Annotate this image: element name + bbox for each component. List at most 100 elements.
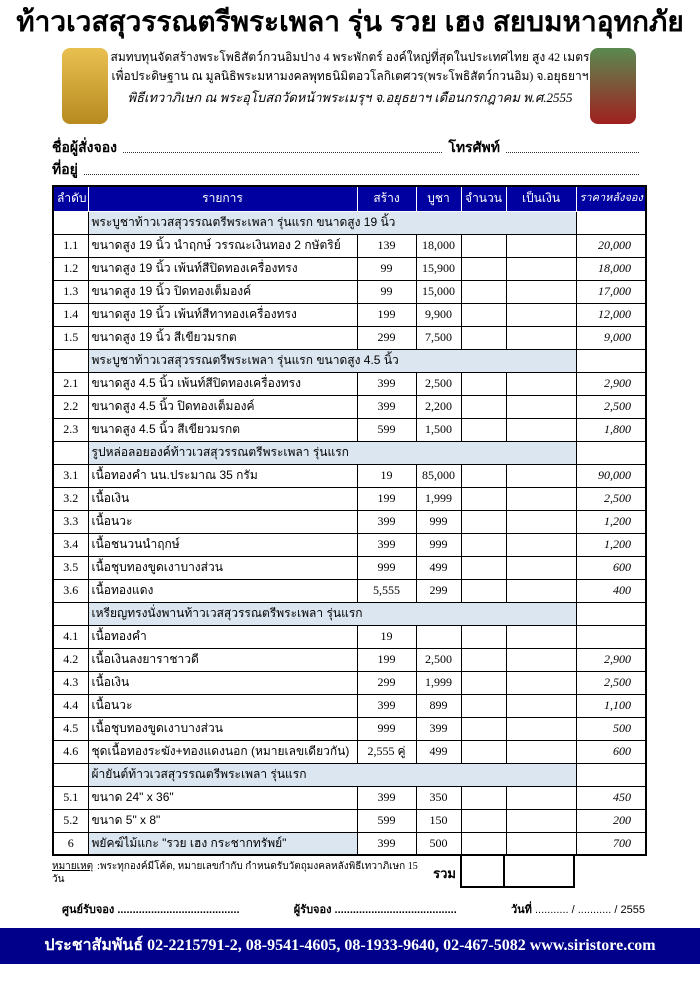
cell-qty[interactable]: [460, 394, 507, 419]
cell-qty[interactable]: [460, 302, 507, 327]
cell-made: 599: [356, 808, 417, 833]
cell-amount[interactable]: [505, 233, 577, 258]
right-statue-image: [590, 48, 636, 124]
section-row: พระบูชาท้าวเวสสุวรรณตรีพระเพลา รุ่นแรก ข…: [52, 348, 647, 373]
cell-amount[interactable]: [505, 302, 577, 327]
cell-qty[interactable]: [460, 371, 507, 396]
cell-section: พระบูชาท้าวเวสสุวรรณตรีพระเพลา รุ่นแรก ข…: [87, 348, 577, 373]
table-row: 3.6 เนื้อทองแดง 5,555 299 400: [52, 578, 647, 603]
cell-qty[interactable]: [460, 256, 507, 281]
cell-made: 599: [356, 417, 417, 442]
total-amount-box[interactable]: [505, 856, 575, 888]
cell-no: 3.4: [52, 532, 89, 557]
cell-amount[interactable]: [505, 555, 577, 580]
cell-amount[interactable]: [505, 808, 577, 833]
cell-amount[interactable]: [505, 256, 577, 281]
cell-item: ขนาดสูง 4.5 นิ้ว ปิดทองเต็มองค์: [87, 394, 358, 419]
section-row: พระบูชาท้าวเวสสุวรรณตรีพระเพลา รุ่นแรก ข…: [52, 210, 647, 235]
cell-item: ขนาดสูง 19 นิ้ว เพ้นท์สีทาทองเครื่องทรง: [87, 302, 358, 327]
cell-after: 2,500: [575, 670, 647, 695]
cell-amount[interactable]: [505, 578, 577, 603]
cell-no: 3.5: [52, 555, 89, 580]
cell-amount[interactable]: [505, 670, 577, 695]
cell-section: เหรียญทรงนั่งพานท้าวเวสสุวรรณตรีพระเพลา …: [87, 601, 577, 626]
cell-after: [575, 601, 647, 626]
cell-item: เนื้อชนวนนำฤกษ์: [87, 532, 358, 557]
table-row: 4.4 เนื้อนวะ 399 899 1,100: [52, 693, 647, 718]
cell-after: 1,800: [575, 417, 647, 442]
date-field: วันที่ ........... / ........... / 2555: [511, 902, 645, 918]
cell-after: 17,000: [575, 279, 647, 304]
table-row: 2.3 ขนาดสูง 4.5 นิ้ว สีเขียวมรกต 599 1,500 1…: [52, 417, 647, 442]
cell-price: 2,500: [415, 647, 462, 672]
cell-section: รูปหล่อลอยองค์ท้าวเวสสุวรรณตรีพระเพลา รุ…: [87, 440, 577, 465]
cell-amount[interactable]: [505, 279, 577, 304]
cell-after: 90,000: [575, 463, 647, 488]
cell-amount[interactable]: [505, 509, 577, 534]
cell-amount[interactable]: [505, 486, 577, 511]
cell-qty[interactable]: [460, 279, 507, 304]
cell-qty[interactable]: [460, 624, 507, 649]
table-row: 3.3 เนื้อนวะ 399 999 1,200: [52, 509, 647, 534]
cell-item: เนื้อนวะ: [87, 693, 358, 718]
cell-amount[interactable]: [505, 394, 577, 419]
table-row: 2.1 ขนาดสูง 4.5 นิ้ว เพ้นท์สีปิดทองเครื่อ…: [52, 371, 647, 396]
cell-qty[interactable]: [460, 325, 507, 350]
address-field[interactable]: [83, 161, 639, 175]
cell-qty[interactable]: [460, 532, 507, 557]
cell-made: 399: [356, 831, 417, 856]
cell-amount[interactable]: [505, 325, 577, 350]
cell-item: เนื้อทองคำ: [87, 624, 358, 649]
cell-qty[interactable]: [460, 670, 507, 695]
cell-amount[interactable]: [505, 785, 577, 810]
cell-amount[interactable]: [505, 624, 577, 649]
total-boxes: [460, 856, 575, 888]
cell-no: 2.2: [52, 394, 89, 419]
cell-price: 150: [415, 808, 462, 833]
cell-amount[interactable]: [505, 532, 577, 557]
cell-made: 399: [356, 693, 417, 718]
cell-made: 99: [356, 256, 417, 281]
cell-item: ขนาดสูง 19 นิ้ว ปิดทองเต็มองค์: [87, 279, 358, 304]
cell-qty[interactable]: [460, 739, 507, 764]
cell-qty[interactable]: [460, 831, 507, 856]
cell-amount[interactable]: [505, 463, 577, 488]
cell-qty[interactable]: [460, 785, 507, 810]
note-label: หมายเหตุ: [52, 861, 94, 872]
cell-price: 15,900: [415, 256, 462, 281]
name-label: ชื่อผู้สั่งจอง: [52, 139, 117, 155]
cell-qty[interactable]: [460, 509, 507, 534]
cell-qty[interactable]: [460, 417, 507, 442]
cell-no: 3.2: [52, 486, 89, 511]
cell-no: 3.1: [52, 463, 89, 488]
cell-qty[interactable]: [460, 486, 507, 511]
table-row: 5.2 ขนาด 5" x 8" 599 150 200: [52, 808, 647, 833]
cell-made: 199: [356, 486, 417, 511]
phone-field[interactable]: [505, 139, 639, 153]
cell-no: [52, 762, 89, 787]
cell-qty[interactable]: [460, 555, 507, 580]
cell-amount[interactable]: [505, 831, 577, 856]
cell-amount[interactable]: [505, 647, 577, 672]
cell-qty[interactable]: [460, 808, 507, 833]
cell-qty[interactable]: [460, 647, 507, 672]
cell-item: เนื้อทองคำ นน.ประมาณ 35 กรัม: [87, 463, 358, 488]
cell-amount[interactable]: [505, 417, 577, 442]
total-quantity-box[interactable]: [460, 856, 505, 888]
cell-qty[interactable]: [460, 463, 507, 488]
name-field[interactable]: [122, 139, 443, 153]
cell-item: ขนาดสูง 4.5 นิ้ว เพ้นท์สีปิดทองเครื่องทร…: [87, 371, 358, 396]
cell-qty[interactable]: [460, 693, 507, 718]
cell-item: ขนาด 5" x 8": [87, 808, 358, 833]
address-label: ที่อยู่: [52, 161, 78, 177]
cell-after: 2,900: [575, 647, 647, 672]
cell-amount[interactable]: [505, 693, 577, 718]
cell-qty[interactable]: [460, 716, 507, 741]
cell-qty[interactable]: [460, 578, 507, 603]
cell-amount[interactable]: [505, 716, 577, 741]
cell-amount[interactable]: [505, 371, 577, 396]
cell-qty[interactable]: [460, 233, 507, 258]
cell-amount[interactable]: [505, 739, 577, 764]
subtitle-line-1: สมทบทุนจัดสร้างพระโพธิสัตว์กวนอิมปาง 4 พ…: [110, 50, 590, 64]
cell-after: 9,000: [575, 325, 647, 350]
